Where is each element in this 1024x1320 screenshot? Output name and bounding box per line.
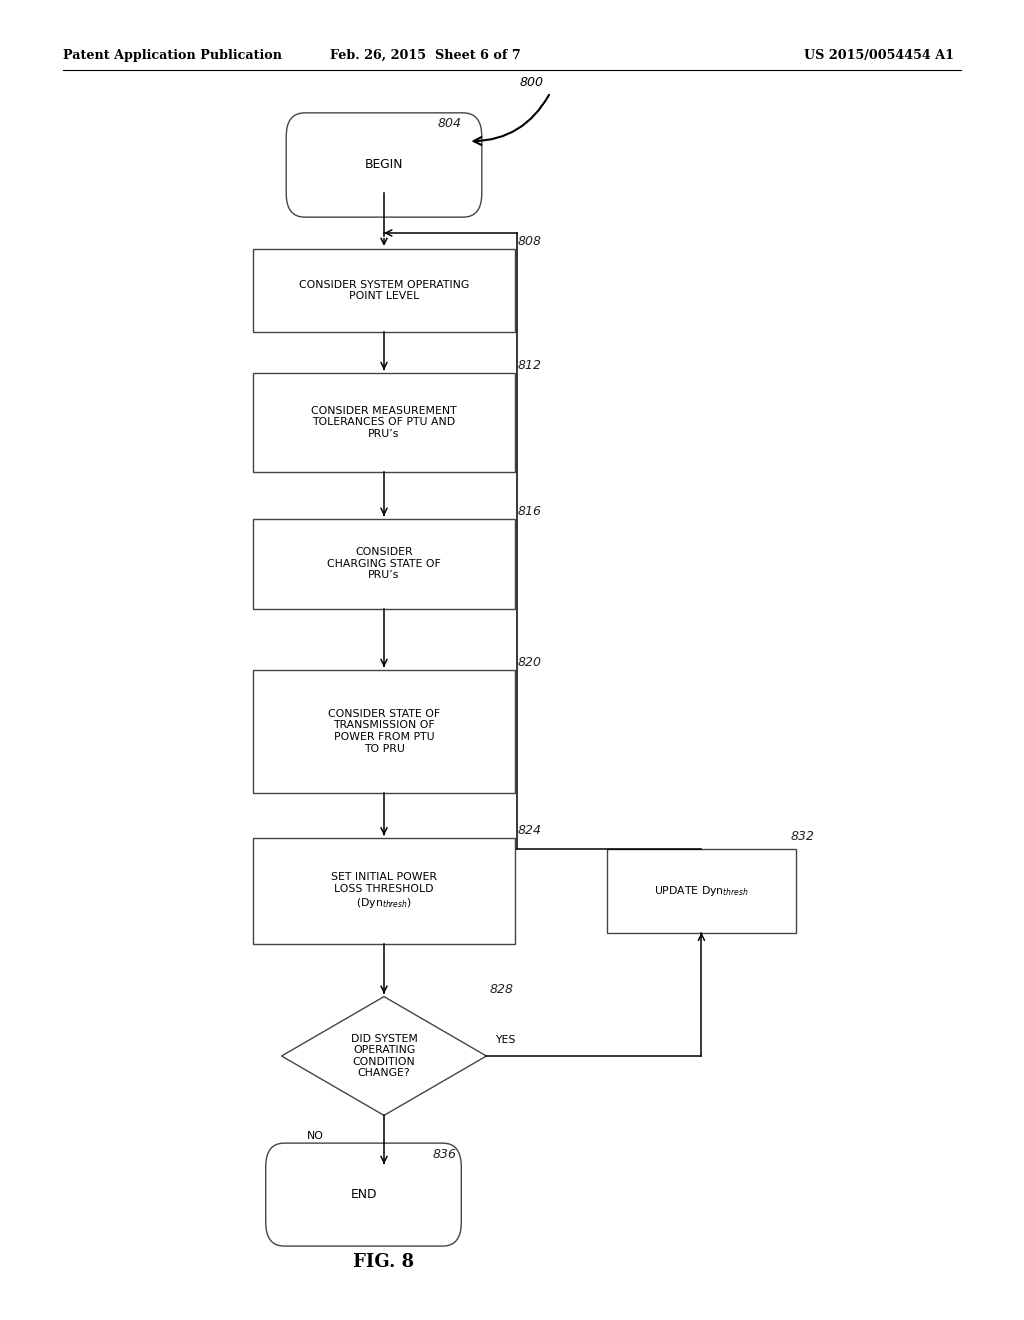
Text: 804: 804: [438, 117, 462, 131]
Text: 808: 808: [517, 235, 542, 248]
Text: 800: 800: [520, 75, 544, 88]
Text: CONSIDER MEASUREMENT
TOLERANCES OF PTU AND
PRU’s: CONSIDER MEASUREMENT TOLERANCES OF PTU A…: [311, 405, 457, 440]
Text: Feb. 26, 2015  Sheet 6 of 7: Feb. 26, 2015 Sheet 6 of 7: [330, 49, 520, 62]
Text: CONSIDER STATE OF
TRANSMISSION OF
POWER FROM PTU
TO PRU: CONSIDER STATE OF TRANSMISSION OF POWER …: [328, 709, 440, 754]
Text: Patent Application Publication: Patent Application Publication: [63, 49, 283, 62]
Text: 816: 816: [517, 504, 542, 517]
Bar: [606, 850, 797, 932]
Bar: [254, 248, 514, 331]
FancyBboxPatch shape: [286, 114, 481, 216]
Bar: [254, 519, 514, 609]
Text: 812: 812: [517, 359, 542, 372]
Text: 832: 832: [792, 830, 815, 843]
Bar: [254, 671, 514, 792]
Text: FIG. 8: FIG. 8: [353, 1253, 415, 1271]
Polygon shape: [282, 997, 486, 1115]
Text: DID SYSTEM
OPERATING
CONDITION
CHANGE?: DID SYSTEM OPERATING CONDITION CHANGE?: [350, 1034, 418, 1078]
Text: 828: 828: [489, 982, 513, 995]
Text: US 2015/0054454 A1: US 2015/0054454 A1: [804, 49, 953, 62]
Text: NO: NO: [307, 1131, 324, 1142]
Text: BEGIN: BEGIN: [365, 158, 403, 172]
Bar: [254, 372, 514, 471]
Text: END: END: [350, 1188, 377, 1201]
Bar: [254, 838, 514, 944]
Text: SET INITIAL POWER
LOSS THRESHOLD
(Dyn$_{thresh}$): SET INITIAL POWER LOSS THRESHOLD (Dyn$_{…: [331, 873, 437, 909]
Text: CONSIDER
CHARGING STATE OF
PRU’s: CONSIDER CHARGING STATE OF PRU’s: [327, 546, 441, 581]
Text: YES: YES: [495, 1035, 515, 1045]
Text: UPDATE Dyn$_{thresh}$: UPDATE Dyn$_{thresh}$: [654, 884, 749, 898]
Text: 824: 824: [517, 824, 542, 837]
Text: CONSIDER SYSTEM OPERATING
POINT LEVEL: CONSIDER SYSTEM OPERATING POINT LEVEL: [299, 280, 469, 301]
Text: 820: 820: [517, 656, 542, 669]
FancyBboxPatch shape: [265, 1143, 461, 1246]
Text: 836: 836: [432, 1147, 457, 1160]
